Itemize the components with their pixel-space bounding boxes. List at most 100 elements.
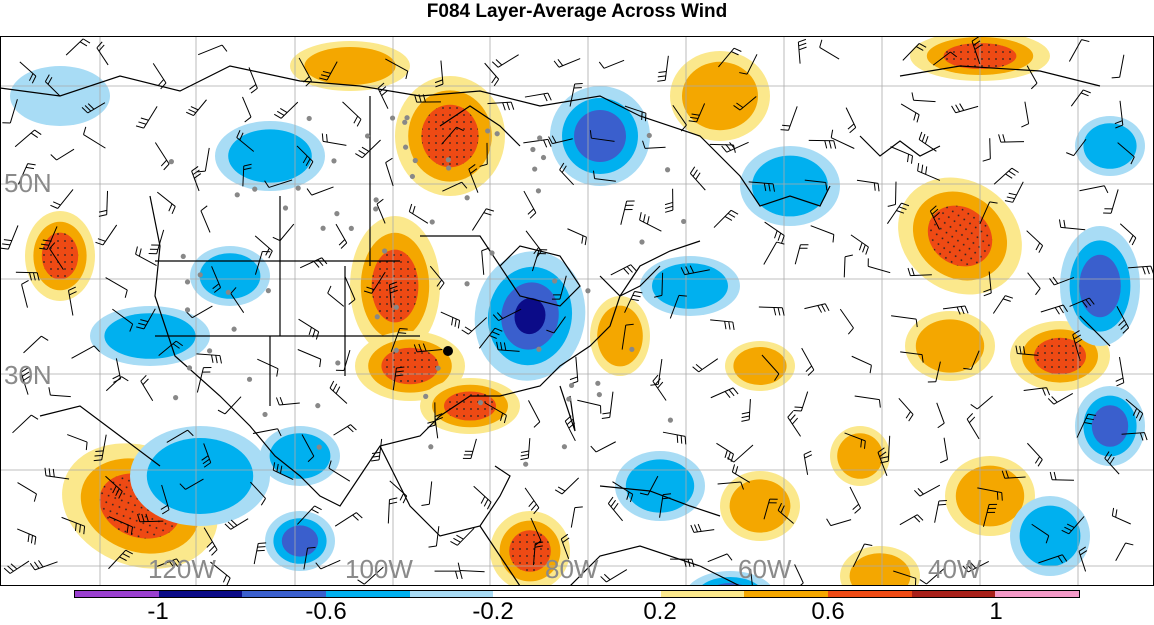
lat-label-30n: 30N <box>4 362 52 388</box>
station-dot <box>423 394 428 399</box>
negative-contour <box>626 459 694 512</box>
positive-contour <box>597 306 643 367</box>
lon-label-100w: 100W <box>345 556 413 582</box>
station-dot <box>536 347 541 352</box>
station-dot <box>629 347 634 352</box>
positive-contour <box>304 47 395 85</box>
colorbar-segment <box>744 591 828 597</box>
station-dot <box>231 327 236 332</box>
colorbar-segment <box>577 591 661 597</box>
positive-contour <box>837 433 883 479</box>
colorbar-label-02: 0.2 <box>643 600 676 624</box>
negative-contour <box>282 525 318 556</box>
station-dot <box>390 115 395 120</box>
station-dot <box>681 219 686 224</box>
station-dot <box>207 348 212 353</box>
station-dot <box>541 155 546 160</box>
lat-label-50n: 50N <box>4 170 52 196</box>
negative-contour <box>652 263 728 309</box>
lon-label-80w: 80W <box>545 556 598 582</box>
station-dot <box>334 211 339 216</box>
lon-label-120w: 120W <box>148 556 216 582</box>
colorbar-segment <box>661 591 745 597</box>
station-dot <box>436 366 441 371</box>
colorbar-label-06: 0.6 <box>811 600 844 624</box>
station-dot <box>375 314 380 319</box>
station-dot <box>665 167 670 172</box>
station-dot <box>198 272 203 277</box>
station-dot <box>296 186 301 191</box>
map-title: F084 Layer-Average Across Wind <box>0 0 1154 24</box>
negative-contour <box>1083 123 1136 169</box>
station-dot <box>485 128 490 133</box>
station-dot <box>668 418 673 423</box>
station-dot <box>169 159 174 164</box>
negative-contour <box>1092 405 1128 447</box>
colorbar-label-neg06: -0.6 <box>305 600 346 624</box>
station-dot <box>552 278 557 283</box>
station-dot <box>394 348 399 353</box>
station-dot <box>173 395 178 400</box>
station-dot <box>403 145 408 150</box>
station-dot <box>185 279 190 284</box>
station-dot <box>495 131 500 136</box>
colorbar-label-1: 1 <box>989 600 1002 624</box>
station-dot <box>446 157 451 162</box>
negative-contour <box>574 110 626 162</box>
station-dot <box>374 197 379 202</box>
colorbar-segment <box>912 591 996 597</box>
station-dot <box>446 165 451 170</box>
station-dot <box>532 166 537 171</box>
positive-contour <box>730 479 791 532</box>
station-dot <box>394 305 399 310</box>
station-dot <box>235 192 240 197</box>
station-dot <box>410 174 415 179</box>
stipple-overlay <box>42 233 78 280</box>
map-panel <box>0 36 1154 586</box>
station-dot <box>331 158 336 163</box>
station-dot <box>226 290 231 295</box>
station-dot <box>373 206 378 211</box>
stipple-overlay <box>381 348 438 384</box>
station-dot <box>428 444 433 449</box>
station-dot <box>639 239 644 244</box>
station-dot <box>382 248 387 253</box>
station-dot <box>536 188 541 193</box>
colorbar-segment <box>326 591 410 597</box>
highlighted-station <box>443 346 453 356</box>
positive-contour <box>916 319 984 372</box>
station-dot <box>315 403 320 408</box>
station-dot <box>569 383 574 388</box>
station-dot <box>597 392 602 397</box>
negative-contour <box>752 156 828 217</box>
station-dot <box>266 288 271 293</box>
station-dot <box>349 226 354 231</box>
station-dot <box>320 226 325 231</box>
station-dot <box>413 158 418 163</box>
station-dot <box>464 281 469 286</box>
station-dot <box>262 412 267 417</box>
station-dot <box>307 116 312 121</box>
station-dot <box>595 381 600 386</box>
station-dot <box>530 147 535 152</box>
colorbar-label-neg02: -0.2 <box>472 600 513 624</box>
lon-label-40w: 40W <box>928 556 981 582</box>
station-dot <box>430 219 435 224</box>
negative-contour <box>147 438 253 514</box>
station-dot <box>537 135 542 140</box>
station-dot <box>247 377 252 382</box>
station-dot <box>365 133 370 138</box>
station-dot <box>478 400 483 405</box>
colorbar <box>74 590 1080 598</box>
colorbar-label-neg1: -1 <box>147 600 168 624</box>
station-dot <box>252 187 257 192</box>
negative-contour <box>1020 506 1081 567</box>
negative-contour <box>1079 255 1121 317</box>
station-dot <box>402 120 407 125</box>
colorbar-segment <box>410 591 494 597</box>
station-dot <box>562 444 567 449</box>
station-dot <box>465 195 470 200</box>
station-dot <box>404 115 409 120</box>
colorbar-segment <box>828 591 912 597</box>
station-dot <box>523 462 528 467</box>
